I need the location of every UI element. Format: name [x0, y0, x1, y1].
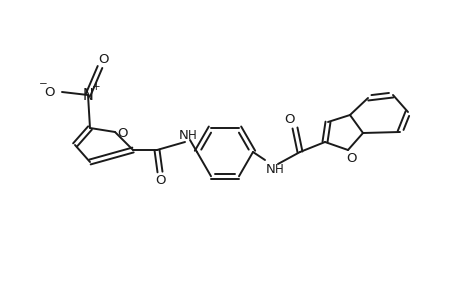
Text: O: O	[284, 112, 295, 125]
Text: N: N	[82, 88, 93, 103]
Text: O: O	[45, 85, 55, 98]
Text: H: H	[274, 163, 283, 176]
Text: O: O	[346, 152, 357, 164]
Text: O: O	[156, 173, 166, 187]
Text: O: O	[99, 52, 109, 65]
Text: N: N	[179, 128, 189, 142]
Text: H: H	[187, 128, 196, 142]
Text: O: O	[118, 127, 128, 140]
Text: N: N	[266, 163, 275, 176]
Text: −: −	[39, 79, 47, 89]
Text: +: +	[91, 82, 100, 92]
